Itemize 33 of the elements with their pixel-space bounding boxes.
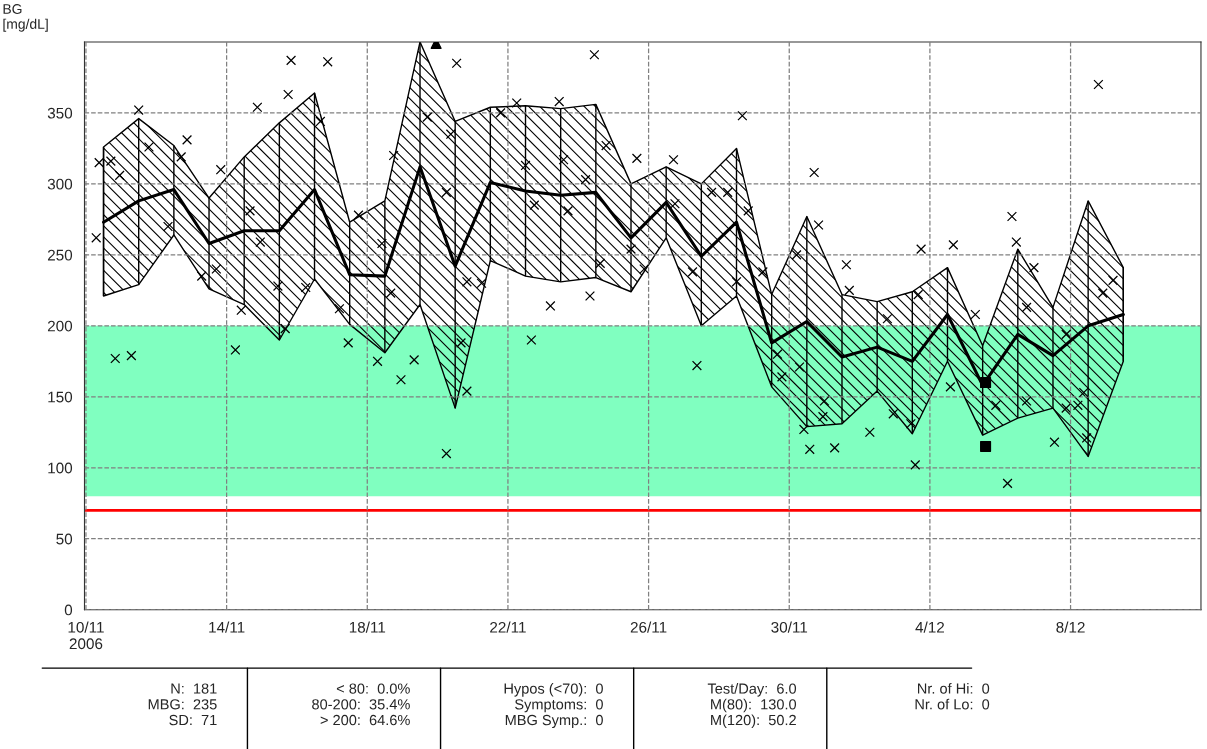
point (980, 440, 992, 452)
point (980, 377, 992, 389)
x-tick-label: 4/12 (915, 621, 945, 633)
text: Test/Day: 6.0 (707, 683, 797, 697)
text: Nr. of Hi: 0 (918, 683, 990, 694)
y-axis-title: BG [mg/dL] (3, 4, 48, 32)
text: M(120): 50.2 (711, 714, 796, 729)
text: MBG Symp.: 0 (505, 714, 603, 729)
x-tick-label: 26/11 (630, 621, 667, 633)
text: M(80): 130.0 (711, 698, 797, 713)
x-tick-label: 18/11 (349, 621, 386, 633)
x-tick-label: 30/11 (771, 621, 808, 633)
text: MBG: 235 (148, 699, 217, 710)
x-tick-label: 8/12 (1056, 621, 1085, 633)
text: Symptoms: 0 (515, 699, 603, 713)
y-tick-label: 150 (48, 391, 73, 403)
text: N: 181 (171, 683, 217, 694)
text: Hypos (<70): 0 (504, 683, 603, 697)
y-tick-label: 200 (47, 320, 73, 332)
text: 80-200: 35.4% (312, 699, 410, 710)
x-tick-label: 10/11 2006 (68, 621, 104, 650)
y-tick-label: 50 (56, 533, 73, 545)
x-tick-label: 14/11 (209, 621, 245, 633)
y-tick-label: 250 (47, 249, 73, 261)
text: > 200: 64.6% (320, 714, 410, 726)
x-tick-label: 22/11 (490, 621, 526, 633)
text: < 80: 0.0% (336, 683, 410, 694)
text: SD: 71 (169, 714, 217, 726)
y-tick-label: 100 (48, 462, 73, 474)
y-tick-label: 350 (47, 107, 73, 119)
y-tick-label: 0 (64, 604, 73, 616)
y-tick-label: 300 (47, 178, 73, 190)
text: Nr. of Lo: 0 (915, 698, 990, 710)
